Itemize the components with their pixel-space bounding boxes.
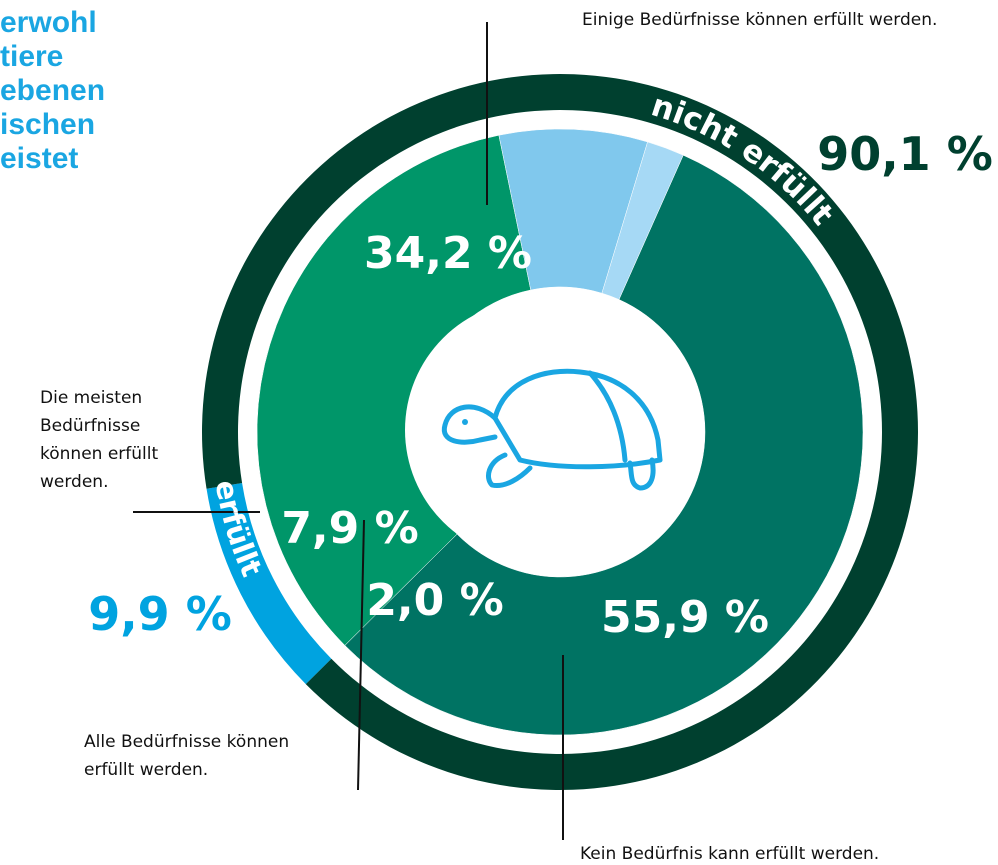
title-line: erwohl xyxy=(0,6,97,39)
center-circle xyxy=(405,300,665,560)
category-label: Einige Bedürfnisse können erfüllt werden… xyxy=(582,10,938,30)
turtle-leg xyxy=(627,457,656,491)
leader-line xyxy=(357,519,365,791)
turtle-shell-line xyxy=(587,370,628,463)
turtle-shell xyxy=(492,368,663,470)
title-line: ebenen xyxy=(0,74,106,107)
value-label: 7,9 % xyxy=(281,503,418,554)
category-label: Kein Bedürfnis kann erfüllt werden. xyxy=(580,844,880,864)
turtle-eye xyxy=(462,419,468,425)
turtle-icon xyxy=(441,368,663,491)
ring-segment xyxy=(206,483,332,685)
turtle-head xyxy=(441,404,498,445)
turtle-leg xyxy=(486,452,533,489)
value-label: 34,2 % xyxy=(364,228,532,279)
category-label: Die meisten Bedürfnisse können erfüllt w… xyxy=(40,388,159,492)
segment xyxy=(344,154,864,736)
title-line: ischen xyxy=(0,108,96,141)
title-line: eistet xyxy=(0,142,79,175)
ring-value-label: 90,1 % xyxy=(817,127,993,181)
value-label: 55,9 % xyxy=(601,592,769,643)
title-line: tiere xyxy=(0,40,64,73)
ring-value-label: 9,9 % xyxy=(88,587,232,641)
value-label: 2,0 % xyxy=(366,575,503,626)
category-label: Alle Bedürfnisse können erfüllt werden. xyxy=(84,732,290,780)
segment xyxy=(601,141,684,300)
